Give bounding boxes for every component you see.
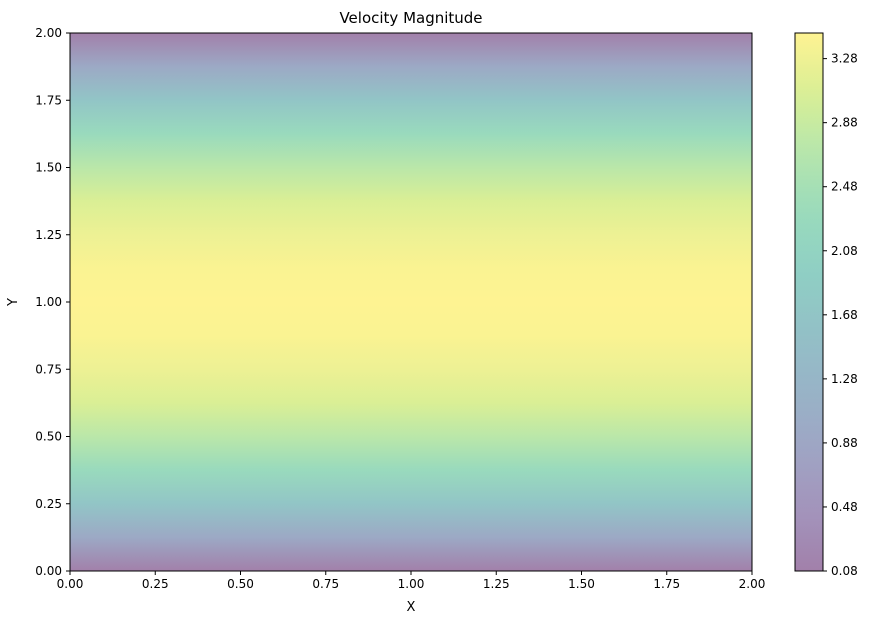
x-tick-label: 0.50 — [227, 577, 254, 591]
x-tick-label: 0.00 — [57, 577, 84, 591]
x-tick-label: 0.75 — [312, 577, 339, 591]
colorbar-fill — [795, 33, 823, 571]
y-tick-label: 2.00 — [35, 26, 62, 40]
x-axis: 0.00 0.25 0.50 0.75 1.00 1.25 1.50 1.75 2.00 — [57, 571, 766, 591]
x-tick-label: 1.50 — [568, 577, 595, 591]
y-tick-label: 1.00 — [35, 295, 62, 309]
contour-field — [70, 33, 752, 571]
colorbar-tick-label: 1.68 — [831, 308, 858, 322]
x-tick-label: 1.00 — [398, 577, 425, 591]
x-axis-label: X — [407, 600, 416, 615]
colorbar-tick-label: 0.08 — [831, 564, 858, 578]
colorbar-axis: 0.08 0.48 0.88 1.28 1.68 2.08 2.48 2.88 3.28 — [823, 52, 858, 578]
colorbar-tick-label: 3.28 — [831, 52, 858, 66]
y-tick-label: 1.25 — [35, 228, 62, 242]
x-tick-label: 1.25 — [483, 577, 510, 591]
colorbar-tick-label: 2.08 — [831, 244, 858, 258]
chart-title: Velocity Magnitude — [339, 9, 482, 27]
y-axis-label: Y — [6, 298, 21, 307]
y-tick-label: 0.75 — [35, 362, 62, 376]
x-tick-label: 0.25 — [142, 577, 169, 591]
colorbar-tick-label: 0.88 — [831, 436, 858, 450]
colorbar-tick-label: 2.48 — [831, 180, 858, 194]
colorbar-tick-label: 0.48 — [831, 500, 858, 514]
y-tick-label: 1.75 — [35, 93, 62, 107]
y-tick-label: 0.00 — [35, 564, 62, 578]
colorbar — [794, 32, 824, 572]
x-tick-label: 1.75 — [653, 577, 680, 591]
y-tick-label: 0.50 — [35, 430, 62, 444]
y-axis: 0.00 0.25 0.50 0.75 1.00 1.25 1.50 1.75 2.00 — [35, 26, 70, 578]
y-tick-label: 0.25 — [35, 497, 62, 511]
colorbar-frame — [794, 32, 824, 572]
colorbar-tick-label: 1.28 — [831, 372, 858, 386]
plot-area — [69, 32, 753, 572]
colorbar-tick-label: 2.88 — [831, 116, 858, 130]
y-tick-label: 1.50 — [35, 161, 62, 175]
x-tick-label: 2.00 — [739, 577, 766, 591]
